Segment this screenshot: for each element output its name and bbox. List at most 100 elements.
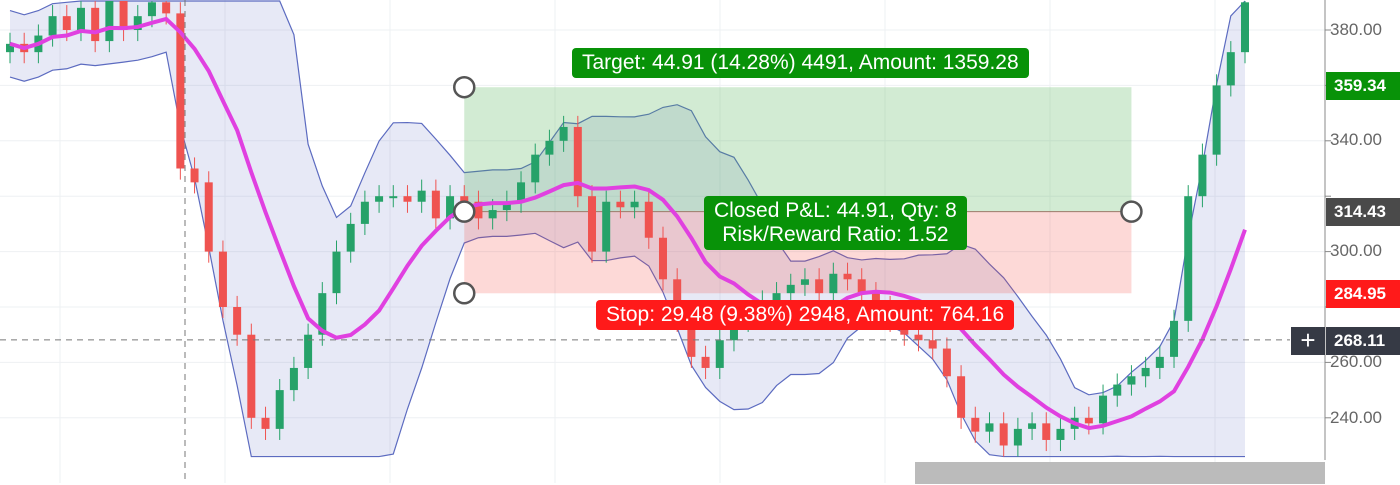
candle-body (1013, 428, 1022, 446)
candle-body (119, 1, 128, 30)
candle-body (474, 201, 483, 219)
candle-body (857, 279, 866, 294)
candle-body (800, 279, 809, 285)
closed-pnl-label: Closed P&L: 44.91, Qty: 8 Risk/Reward Ra… (704, 196, 967, 250)
position-handle[interactable] (453, 75, 476, 99)
candle-body (517, 182, 526, 202)
candle-body (502, 201, 511, 211)
candle-body (829, 273, 838, 294)
candle-body (289, 367, 298, 391)
candle-body (602, 201, 611, 252)
candle-body (76, 7, 85, 30)
candle-body (261, 417, 270, 429)
candle-body (928, 340, 937, 349)
lower-band-line (9, 51, 1245, 458)
candle-body (1113, 384, 1122, 396)
y-tick-label: 300.00 (1330, 241, 1382, 260)
crosshair-plus-icon[interactable]: + (1291, 327, 1325, 355)
candle-body (729, 320, 738, 341)
candle-body (346, 223, 355, 252)
candle-body (375, 196, 384, 202)
position-handle[interactable] (453, 282, 476, 305)
candle-body (999, 423, 1008, 446)
candle-body (971, 417, 980, 432)
candle-body (985, 423, 994, 432)
target-zone (464, 87, 1132, 212)
candle-body (1226, 52, 1235, 86)
candle-body (701, 356, 710, 368)
y-tick-label: 340.00 (1330, 130, 1382, 149)
candle-body (318, 293, 327, 335)
candle-body (616, 201, 625, 208)
candle-body (488, 210, 497, 219)
y-tick-label: 240.00 (1330, 408, 1382, 427)
candle-body (545, 140, 554, 155)
candle-body (573, 126, 582, 197)
crosshair-price-tag: 268.11 (1326, 327, 1400, 355)
candle-body (204, 182, 213, 252)
candle-body (843, 273, 852, 280)
candle-body (247, 334, 256, 418)
candle-body (630, 201, 639, 208)
candle-body (1028, 423, 1037, 429)
candle-body (687, 320, 696, 357)
candle-body (1170, 320, 1179, 357)
candle-body (176, 13, 185, 169)
candle-body (48, 16, 57, 36)
candle-body (772, 293, 781, 302)
target-price-tag: 359.34 (1326, 72, 1400, 100)
candle-body (460, 196, 469, 202)
candle-body (190, 168, 199, 183)
stop-price-tag: 284.95 (1326, 280, 1400, 308)
candle-body (1184, 196, 1193, 321)
candle-body (162, 2, 171, 14)
candle-body (332, 251, 341, 294)
y-tick-label: 260.00 (1330, 352, 1382, 371)
candle-body (1141, 367, 1150, 377)
overlay-bar (915, 462, 1325, 484)
y-tick-label: 380.00 (1330, 20, 1382, 39)
candle-body (147, 2, 156, 17)
candle-body (105, 1, 114, 42)
candle-body (360, 201, 369, 224)
candle-body (1127, 376, 1136, 385)
stop-label: Stop: 29.48 (9.38%) 2948, Amount: 764.16 (596, 300, 1015, 330)
candle-body (786, 284, 795, 294)
candle-body (588, 196, 597, 252)
moving-average-line (9, 16, 1247, 431)
candle-body (1155, 356, 1164, 368)
candle-body (1056, 428, 1065, 440)
candle-body (133, 16, 142, 30)
candle-body (218, 251, 227, 307)
candle-body (6, 43, 14, 53)
candle-body (417, 190, 426, 202)
candle-body (715, 340, 724, 368)
candle-body (304, 334, 313, 368)
candle-body (389, 196, 398, 199)
candle-body (1198, 154, 1207, 197)
candle-body (1212, 85, 1221, 155)
candle-body (559, 126, 568, 141)
candle-body (233, 307, 242, 335)
candle-body (62, 16, 71, 30)
closed-pnl-text: Closed P&L: 44.91, Qty: 8 (714, 199, 957, 222)
target-label: Target: 44.91 (14.28%) 4491, Amount: 135… (572, 48, 1029, 78)
candle-body (1099, 395, 1108, 424)
position-handle[interactable] (1120, 200, 1143, 223)
candle-body (446, 196, 455, 219)
candle-body (531, 154, 540, 183)
candle-body (658, 237, 667, 280)
candle-body (1241, 2, 1249, 53)
candle-body (644, 201, 653, 238)
position-handle[interactable] (453, 200, 476, 223)
candle-body (275, 390, 284, 429)
candle-body (914, 334, 923, 341)
candle-body (1084, 417, 1093, 424)
candle-body (957, 376, 966, 418)
candle-body (403, 196, 412, 202)
risk-reward-text: Risk/Reward Ratio: 1.52 (722, 223, 949, 246)
candle-body (815, 279, 824, 294)
entry-price-tag: 314.43 (1326, 198, 1400, 226)
